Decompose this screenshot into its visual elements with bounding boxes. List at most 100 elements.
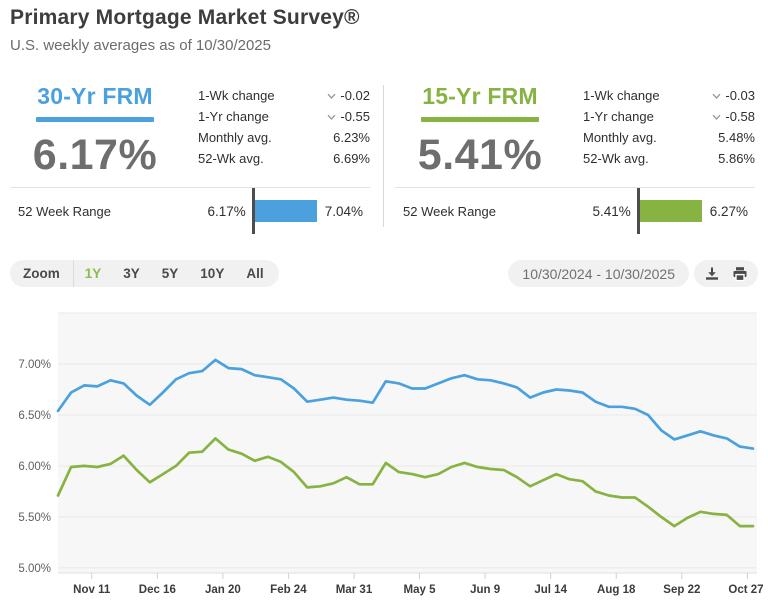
stat-number: 6.23% [333,130,370,145]
x-axis-label: Feb 24 [270,584,307,596]
range-current-marker [251,188,255,234]
x-axis-label: Jul 14 [534,584,567,596]
x-axis-label: May 5 [404,584,437,596]
stat-number: -0.02 [340,88,370,103]
range-min-value: 6.17% [207,203,246,219]
series-line-30-yr-frm [56,358,755,450]
stat-row: Monthly avg. 5.48% [583,127,755,148]
header: Primary Mortgage Market Survey® U.S. wee… [10,6,360,54]
52-week-range-row-15yr: 52 Week Range 5.41% 6.27% [403,188,748,234]
stat-value: -0.55 [326,109,370,124]
chart-actions [694,260,758,287]
range-max-value: 6.27% [709,203,748,219]
stat-number: 6.69% [333,151,370,166]
zoom-label: Zoom [23,266,60,281]
range-max-value: 7.04% [324,203,363,219]
product-title-15yr: 15-Yr FRM [422,83,538,109]
x-axis-label: Nov 11 [73,584,111,596]
stat-label: 52-Wk avg. [198,151,264,166]
range-min-value: 5.41% [592,203,631,219]
stat-number: -0.55 [340,109,370,124]
zoom-option-10y[interactable]: 10Y [200,266,225,281]
stat-value: -0.58 [711,109,755,124]
52-week-range-row-30yr: 52 Week Range 6.17% 7.04% [18,188,363,234]
product-title-30yr: 30-Yr FRM [37,83,153,109]
stat-label: 1-Wk change [198,88,275,103]
x-axis-label: Jan 20 [205,584,241,596]
divider-30yr [10,187,370,188]
page-title: Primary Mortgage Market Survey® [10,6,360,29]
product-underline-30yr [36,117,154,122]
panel-30yr-frm: 30-Yr FRM 6.17% 1-Wk change -0.02 1-Yr cha… [0,75,383,235]
page-subtitle: U.S. weekly averages as of 10/30/2025 [10,37,271,54]
y-axis-label: 5.50% [18,512,51,524]
rate-block-30yr: 30-Yr FRM 6.17% [20,83,170,180]
y-axis-label: 7.00% [18,359,51,371]
x-axis-label: Oct 27 [728,584,763,596]
stat-number: 5.48% [718,130,755,145]
stat-label: 1-Yr change [198,109,269,124]
stat-label: 1-Yr change [583,109,654,124]
series-line-15-yr-frm [56,437,755,528]
stat-label: 1-Wk change [583,88,660,103]
stat-row: 1-Yr change -0.58 [583,106,755,127]
range-label: 52 Week Range [403,203,496,219]
product-rate-15yr: 5.41% [417,131,543,179]
zoom-option-1y[interactable]: 1Y [84,266,102,281]
range-current-marker [636,188,640,234]
product-panels: 30-Yr FRM 6.17% 1-Wk change -0.02 1-Yr cha… [0,75,768,235]
x-axis-label: Dec 16 [139,584,176,596]
zoom-option-5y[interactable]: 5Y [161,266,179,281]
download-icon[interactable] [704,266,720,282]
rates-line-chart[interactable]: 7.00% 6.50% 6.00% 5.50% 5.00% Nov 11 Dec 16 Jan… [0,303,768,607]
stat-row: 1-Wk change -0.02 [198,85,370,106]
stat-value: 5.86% [718,151,755,166]
stat-number: 5.86% [718,151,755,166]
stat-value: 6.23% [333,130,370,145]
range-bar [254,200,317,222]
stat-value: -0.03 [711,88,755,103]
product-rate-30yr: 6.17% [32,131,158,179]
zoom-separator [72,260,74,287]
zoom-control: Zoom 1Y 3Y 5Y 10Y All [10,260,279,287]
chevron-down-icon [712,114,721,120]
x-axis-label: Mar 31 [336,584,373,596]
stats-table-15yr: 1-Wk change -0.03 1-Yr change -0.58 Monthly … [583,85,755,169]
stat-number: -0.03 [725,88,755,103]
x-axis-label: Jun 9 [470,584,500,596]
x-axis-label: Sep 22 [663,584,700,596]
stat-number: -0.58 [725,109,755,124]
date-range-display[interactable]: 10/30/2024 - 10/30/2025 [508,260,689,287]
zoom-option-all[interactable]: All [246,266,264,281]
panel-divider [383,85,384,227]
print-icon[interactable] [732,266,748,282]
stat-value: -0.02 [326,88,370,103]
panel-15yr-frm: 15-Yr FRM 5.41% 1-Wk change -0.03 1-Yr cha… [385,75,768,235]
zoom-options: 1Y 3Y 5Y 10Y All [74,266,275,281]
chart-svg: 7.00% 6.50% 6.00% 5.50% 5.00% Nov 11 Dec 16 Jan… [18,312,764,596]
rate-block-15yr: 15-Yr FRM 5.41% [405,83,555,180]
stat-label: Monthly avg. [583,130,657,145]
zoom-option-3y[interactable]: 3Y [123,266,140,281]
divider-15yr [395,187,755,188]
y-axis-label: 6.00% [18,461,51,473]
x-axis-label: Aug 18 [597,584,636,596]
range-visualization: 5.41% 6.27% [592,188,748,234]
range-visualization: 6.17% 7.04% [207,188,363,234]
product-underline-15yr [421,117,539,122]
chevron-down-icon [327,93,336,99]
stat-value: 6.69% [333,151,370,166]
stat-label: 52-Wk avg. [583,151,649,166]
range-bar [639,200,702,222]
stat-row: 1-Yr change -0.55 [198,106,370,127]
stat-label: Monthly avg. [198,130,272,145]
stat-row: Monthly avg. 6.23% [198,127,370,148]
y-axis-label: 5.00% [18,563,51,575]
stat-row: 52-Wk avg. 6.69% [198,148,370,169]
stat-value: 5.48% [718,130,755,145]
stat-row: 1-Wk change -0.03 [583,85,755,106]
chevron-down-icon [327,114,336,120]
range-label: 52 Week Range [18,203,111,219]
y-axis-label: 6.50% [18,410,51,422]
